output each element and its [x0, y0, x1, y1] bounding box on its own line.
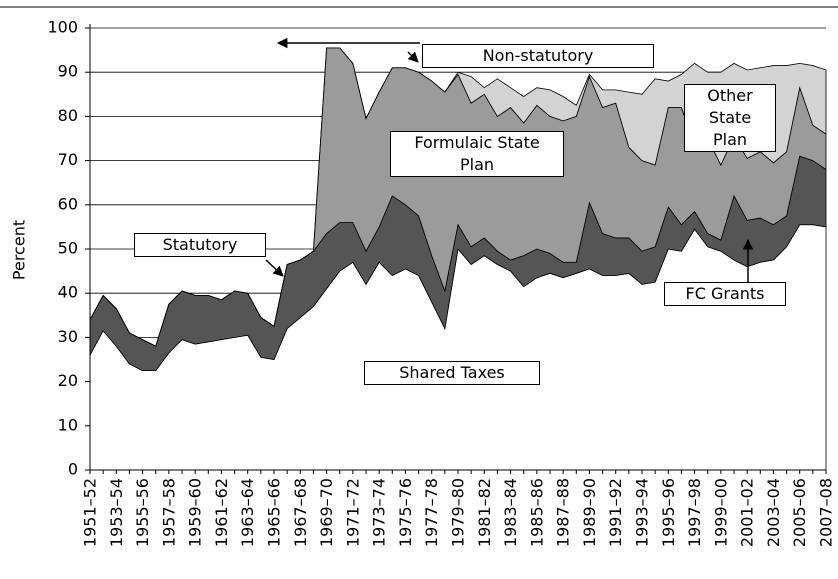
x-tick-label: 1963–64	[238, 478, 257, 547]
y-tick-label: 80	[58, 106, 78, 125]
y-tick-label: 100	[47, 18, 78, 37]
area	[89, 224, 827, 471]
x-tick-label: 1997–98	[685, 478, 704, 547]
annotation: Statutory	[134, 233, 266, 257]
x-tick-label: 2005–06	[790, 478, 809, 547]
y-tick-label: 50	[58, 239, 78, 258]
x-tick-label: 1995–96	[659, 478, 678, 547]
x-tick-label: 1973–74	[370, 478, 389, 547]
y-tick-label: 30	[58, 327, 78, 346]
x-tick-label: 1991–92	[606, 478, 625, 547]
x-tick-label: 1957–58	[159, 478, 178, 547]
x-tick-label: 1967–68	[291, 478, 310, 547]
x-tick-label: 1969–70	[317, 478, 336, 547]
x-tick-label: 1959–60	[186, 478, 205, 547]
x-tick-label: 1977–78	[422, 478, 441, 547]
x-tick-label: 1979–80	[449, 478, 468, 547]
x-tick-label: 1951–52	[81, 478, 100, 547]
arrow	[265, 259, 284, 277]
x-tick-label: 1989–90	[580, 478, 599, 547]
x-tick-label: 1999–00	[711, 478, 730, 547]
y-tick-label: 10	[58, 415, 78, 434]
x-tick-label: 1965–66	[265, 478, 284, 547]
x-tick-label: 2003–04	[764, 478, 783, 547]
y-tick-label: 60	[58, 194, 78, 213]
x-tick-label: 1961–62	[212, 478, 231, 547]
x-tick-label: 1981–82	[475, 478, 494, 547]
y-tick-label: 70	[58, 150, 78, 169]
y-tick-label: 90	[58, 62, 78, 81]
x-tick-label: 1975–76	[396, 478, 415, 547]
area	[89, 47, 827, 347]
x-tick-label: 1955–56	[133, 478, 152, 547]
annotation: Other State Plan	[684, 84, 776, 152]
x-tick-label: 1971–72	[343, 478, 362, 547]
annotation: Non-statutory	[422, 44, 654, 68]
x-tick-label: 1983–84	[501, 478, 520, 547]
x-tick-label: 1953–54	[107, 478, 126, 547]
y-tick-label: 40	[58, 283, 78, 302]
x-tick-label: 1993–94	[633, 478, 652, 547]
annotation: Shared Taxes	[364, 361, 540, 385]
annotation: FC Grants	[664, 282, 786, 306]
x-tick-label: 1987–88	[554, 478, 573, 547]
x-tick-label: 2007–08	[817, 478, 836, 547]
y-tick-label: 20	[58, 371, 78, 390]
y-tick-label: 0	[68, 460, 78, 479]
y-axis-title: Percent	[10, 220, 29, 280]
arrow	[407, 51, 419, 63]
annotation: Formulaic State Plan	[390, 131, 564, 177]
x-tick-label: 1985–86	[527, 478, 546, 547]
x-tick-label: 2001–02	[738, 478, 757, 547]
